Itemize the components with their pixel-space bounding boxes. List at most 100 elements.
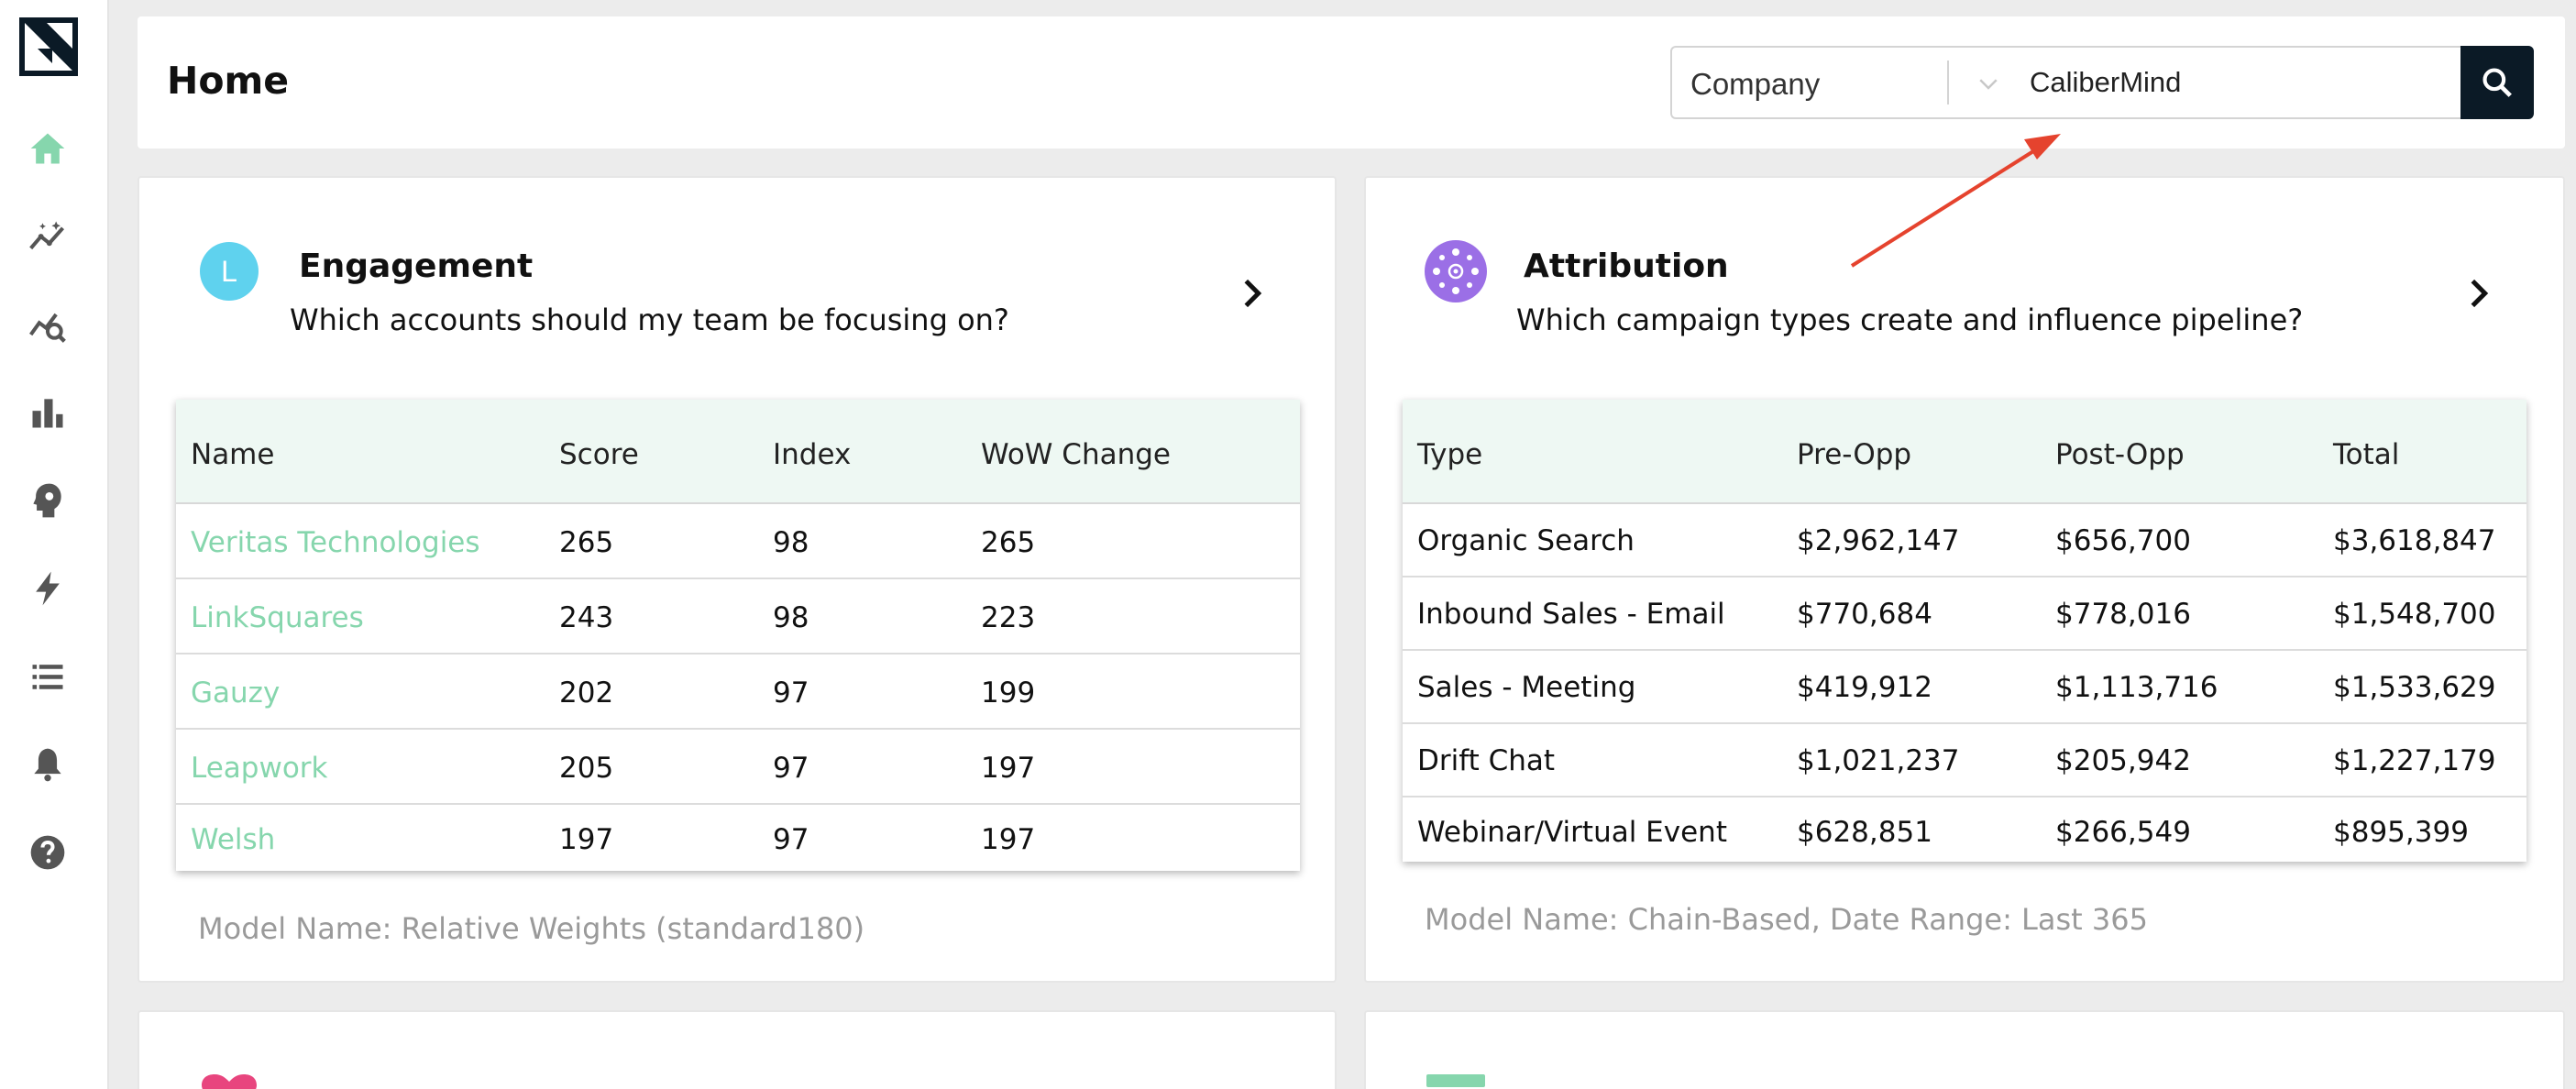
data-health-card <box>138 1010 1337 1089</box>
table-cell: 223 <box>981 601 1036 634</box>
table-row: Drift Chat $1,021,237 $205,942 $1,227,17… <box>1403 724 2526 798</box>
table-cell: 98 <box>773 601 809 634</box>
engagement-card: L Engagement Which accounts should my te… <box>138 176 1337 983</box>
attribution-network-icon <box>1425 240 1487 302</box>
header-bar: Home Company <box>138 16 2565 148</box>
search-group: Company <box>1670 46 2534 119</box>
table-cell: 243 <box>559 601 614 634</box>
account-link[interactable]: Welsh <box>191 823 276 856</box>
home-icon[interactable] <box>25 126 71 171</box>
table-cell: 98 <box>773 526 809 559</box>
column-header[interactable]: Name <box>191 438 275 471</box>
table-cell: Webinar/Virtual Event <box>1417 816 1727 849</box>
search-filter-value: Company <box>1690 67 1821 101</box>
table-cell: 265 <box>559 526 614 559</box>
table-cell: 197 <box>559 823 614 856</box>
column-header[interactable]: Type <box>1417 438 1483 471</box>
table-row: Welsh 197 97 197 <box>176 805 1300 871</box>
table-cell: Inbound Sales - Email <box>1417 598 1725 631</box>
chevron-down-icon[interactable] <box>1975 70 2002 97</box>
search-button[interactable] <box>2460 46 2534 119</box>
account-link[interactable]: Veritas Technologies <box>191 526 480 559</box>
table-cell: 197 <box>981 823 1036 856</box>
table-cell: 197 <box>981 752 1036 785</box>
table-cell: $419,912 <box>1797 671 1932 704</box>
list-icon[interactable] <box>25 654 71 699</box>
search-filter-select[interactable]: Company <box>1672 48 2020 117</box>
engagement-title: Engagement <box>299 248 534 285</box>
engagement-model-note: Model Name: Relative Weights (standard18… <box>198 911 865 946</box>
attribution-subtitle: Which campaign types create and influenc… <box>1516 302 2304 337</box>
table-cell: $1,548,700 <box>2333 598 2496 631</box>
engagement-subtitle: Which accounts should my team be focusin… <box>290 302 1009 337</box>
table-cell: 199 <box>981 676 1036 710</box>
table-cell: $1,113,716 <box>2055 671 2218 704</box>
table-row: Webinar/Virtual Event $628,851 $266,549 … <box>1403 798 2526 862</box>
chevron-right-icon[interactable] <box>1234 275 1271 312</box>
table-cell: 205 <box>559 752 614 785</box>
column-header[interactable]: Score <box>559 438 639 471</box>
column-header[interactable]: Post-Opp <box>2055 438 2185 471</box>
table-cell: $266,549 <box>2055 816 2191 849</box>
table-cell: $1,227,179 <box>2333 744 2496 777</box>
column-header[interactable]: WoW Change <box>981 438 1171 471</box>
table-header-row: Name Score Index WoW Change <box>176 400 1300 504</box>
account-link[interactable]: Leapwork <box>191 752 328 785</box>
engagement-table: Name Score Index WoW Change Veritas Tech… <box>176 400 1300 871</box>
analytics-search-icon[interactable] <box>25 302 71 347</box>
column-header[interactable]: Total <box>2333 438 2400 471</box>
attribution-table: Type Pre-Opp Post-Opp Total Organic Sear… <box>1403 400 2526 862</box>
bell-icon[interactable] <box>25 742 71 787</box>
table-cell: $1,021,237 <box>1797 744 1960 777</box>
table-cell: 97 <box>773 676 809 710</box>
table-row: LinkSquares 243 98 223 <box>176 579 1300 654</box>
engagement-avatar-icon: L <box>200 242 259 301</box>
table-cell: 97 <box>773 823 809 856</box>
column-header[interactable]: Pre-Opp <box>1797 438 1912 471</box>
table-cell: Sales - Meeting <box>1417 671 1636 704</box>
heart-icon <box>198 1074 260 1089</box>
lightning-icon[interactable] <box>25 566 71 611</box>
table-row: Leapwork 205 97 197 <box>176 730 1300 805</box>
select-divider <box>1947 60 1949 104</box>
account-link[interactable]: LinkSquares <box>191 601 364 634</box>
brain-head-icon[interactable] <box>25 478 71 523</box>
table-cell: $656,700 <box>2055 524 2191 557</box>
table-cell: Organic Search <box>1417 524 1635 557</box>
attribution-card: Attribution Which campaign types create … <box>1364 176 2565 983</box>
app-logo[interactable] <box>19 17 78 76</box>
sidebar <box>0 0 109 1089</box>
table-cell: $895,399 <box>2333 816 2469 849</box>
table-cell: $2,962,147 <box>1797 524 1960 557</box>
table-cell: $1,533,629 <box>2333 671 2496 704</box>
chevron-right-icon[interactable] <box>2460 275 2497 312</box>
page-title: Home <box>167 59 290 103</box>
insights-icon[interactable] <box>25 214 71 259</box>
attribution-model-note: Model Name: Chain-Based, Date Range: Las… <box>1425 902 2148 937</box>
bar-chart-icon[interactable] <box>25 390 71 435</box>
table-cell: $628,851 <box>1797 816 1932 849</box>
table-cell: 265 <box>981 526 1036 559</box>
table-row: Sales - Meeting $419,912 $1,113,716 $1,5… <box>1403 651 2526 724</box>
table-cell: $3,618,847 <box>2333 524 2496 557</box>
table-row: Organic Search $2,962,147 $656,700 $3,61… <box>1403 504 2526 578</box>
table-row: Inbound Sales - Email $770,684 $778,016 … <box>1403 578 2526 651</box>
table-cell: Drift Chat <box>1417 744 1556 777</box>
search-input[interactable] <box>2020 48 2460 117</box>
column-header[interactable]: Index <box>773 438 852 471</box>
help-icon[interactable] <box>25 830 71 875</box>
table-cell: 97 <box>773 752 809 785</box>
engagement-avatar-letter: L <box>221 255 237 288</box>
table-cell: $770,684 <box>1797 598 1932 631</box>
funnel-icon <box>1425 1074 1487 1089</box>
table-cell: $778,016 <box>2055 598 2191 631</box>
table-row: Veritas Technologies 265 98 265 <box>176 504 1300 579</box>
account-link[interactable]: Gauzy <box>191 676 281 710</box>
table-cell: 202 <box>559 676 614 710</box>
search-icon <box>2482 68 2512 97</box>
attribution-title: Attribution <box>1524 248 1729 285</box>
funnel-card <box>1364 1010 2565 1089</box>
table-row: Gauzy 202 97 199 <box>176 654 1300 730</box>
table-header-row: Type Pre-Opp Post-Opp Total <box>1403 400 2526 504</box>
table-cell: $205,942 <box>2055 744 2191 777</box>
